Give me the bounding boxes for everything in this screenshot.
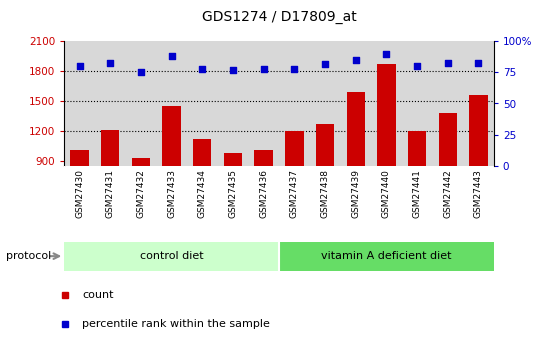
Bar: [408, 131, 426, 250]
Point: [412, 63, 421, 69]
Bar: [285, 131, 304, 250]
Text: vitamin A deficient diet: vitamin A deficient diet: [321, 251, 451, 261]
Text: GSM27435: GSM27435: [228, 169, 238, 218]
Bar: [254, 150, 273, 250]
Point: [443, 60, 452, 65]
Text: GSM27430: GSM27430: [75, 169, 84, 218]
Point: [259, 66, 268, 71]
Text: GSM27433: GSM27433: [167, 169, 176, 218]
Bar: [402, 41, 432, 166]
Text: control diet: control diet: [140, 251, 204, 261]
Text: GSM27441: GSM27441: [412, 169, 422, 218]
Text: GDS1274 / D17809_at: GDS1274 / D17809_at: [201, 10, 357, 24]
Bar: [439, 113, 457, 250]
Text: GSM27442: GSM27442: [443, 169, 453, 218]
Bar: [340, 41, 371, 166]
Bar: [316, 124, 334, 250]
Bar: [279, 241, 494, 271]
Text: GSM27440: GSM27440: [382, 169, 391, 218]
Bar: [64, 41, 95, 166]
Bar: [95, 41, 126, 166]
Bar: [310, 41, 340, 166]
Bar: [187, 41, 218, 166]
Bar: [193, 139, 211, 250]
Text: count: count: [82, 290, 113, 300]
Bar: [162, 106, 181, 250]
Text: GSM27439: GSM27439: [351, 169, 360, 218]
Point: [290, 66, 299, 71]
Text: percentile rank within the sample: percentile rank within the sample: [82, 319, 270, 329]
Point: [474, 60, 483, 65]
Bar: [248, 41, 279, 166]
Text: GSM27434: GSM27434: [198, 169, 207, 218]
Point: [320, 61, 329, 67]
Bar: [126, 41, 156, 166]
Point: [167, 53, 176, 59]
Text: GSM27438: GSM27438: [320, 169, 330, 218]
Bar: [218, 41, 248, 166]
Bar: [70, 150, 89, 250]
Point: [228, 67, 237, 73]
Bar: [224, 153, 242, 250]
Bar: [432, 41, 463, 166]
Bar: [371, 41, 402, 166]
Text: GSM27431: GSM27431: [105, 169, 115, 218]
Bar: [469, 95, 488, 250]
Bar: [463, 41, 494, 166]
Text: protocol: protocol: [6, 252, 51, 261]
Text: GSM27443: GSM27443: [474, 169, 483, 218]
Bar: [64, 241, 279, 271]
Text: GSM27437: GSM27437: [290, 169, 299, 218]
Text: GSM27436: GSM27436: [259, 169, 268, 218]
Point: [382, 51, 391, 57]
Bar: [101, 130, 119, 250]
Bar: [347, 92, 365, 250]
Point: [351, 57, 360, 63]
Point: [75, 63, 84, 69]
Text: GSM27432: GSM27432: [136, 169, 146, 218]
Bar: [377, 64, 396, 250]
Bar: [132, 158, 150, 250]
Point: [105, 60, 115, 65]
Bar: [156, 41, 187, 166]
Point: [136, 70, 145, 75]
Bar: [279, 41, 310, 166]
Point: [198, 66, 206, 71]
